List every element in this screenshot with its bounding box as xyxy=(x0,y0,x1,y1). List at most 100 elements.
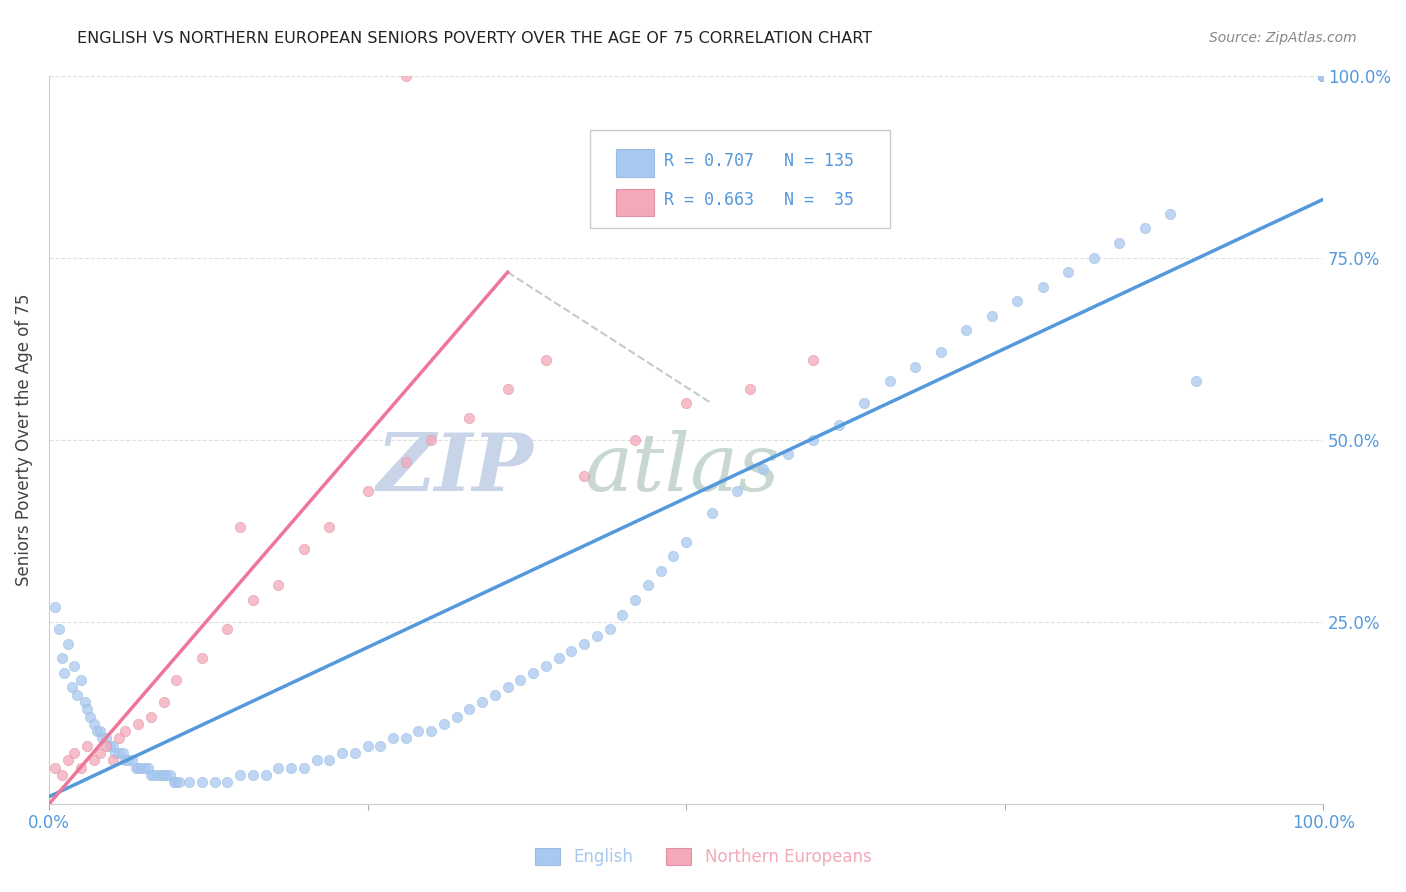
Point xyxy=(104,746,127,760)
Point xyxy=(69,673,91,687)
Point xyxy=(217,622,239,636)
Point xyxy=(111,746,134,760)
Point xyxy=(1312,69,1334,83)
Point xyxy=(1312,69,1334,83)
Point xyxy=(1312,69,1334,83)
Point xyxy=(471,695,494,709)
Point xyxy=(86,724,108,739)
Point xyxy=(458,702,481,716)
Point xyxy=(48,622,70,636)
Point xyxy=(1312,69,1334,83)
Point xyxy=(1108,235,1130,250)
Point xyxy=(1184,375,1206,389)
Point xyxy=(267,760,290,774)
Point xyxy=(1133,221,1156,235)
Point xyxy=(305,753,328,767)
Point xyxy=(44,760,66,774)
Point xyxy=(547,651,569,665)
Point xyxy=(179,775,201,789)
Point xyxy=(229,520,252,534)
Point xyxy=(1312,69,1334,83)
Point xyxy=(980,309,1002,323)
Point xyxy=(101,753,124,767)
Point xyxy=(803,433,825,447)
Point xyxy=(129,760,152,774)
Point xyxy=(63,746,86,760)
Point xyxy=(1312,69,1334,83)
Point xyxy=(152,768,174,782)
Point xyxy=(828,418,851,433)
Point xyxy=(254,768,277,782)
Point xyxy=(163,775,186,789)
Point xyxy=(114,724,136,739)
Point xyxy=(700,506,723,520)
Point xyxy=(44,600,66,615)
Point xyxy=(108,746,131,760)
Point xyxy=(292,541,315,556)
Text: ENGLISH VS NORTHERN EUROPEAN SENIORS POVERTY OVER THE AGE OF 75 CORRELATION CHAR: ENGLISH VS NORTHERN EUROPEAN SENIORS POV… xyxy=(77,31,873,46)
Point xyxy=(1312,69,1334,83)
Point xyxy=(803,352,825,367)
Point xyxy=(368,739,391,753)
Point xyxy=(150,768,173,782)
Point xyxy=(1312,69,1334,83)
Point xyxy=(1312,69,1334,83)
Point xyxy=(139,709,162,723)
Point xyxy=(98,739,121,753)
Point xyxy=(69,760,91,774)
Point xyxy=(1312,69,1334,83)
Point xyxy=(121,753,143,767)
Point xyxy=(229,768,252,782)
Point xyxy=(1312,69,1334,83)
Point xyxy=(76,702,98,716)
Point xyxy=(1312,69,1334,83)
Point xyxy=(51,651,73,665)
Point xyxy=(356,483,378,498)
Point xyxy=(101,739,124,753)
Text: Source: ZipAtlas.com: Source: ZipAtlas.com xyxy=(1209,31,1357,45)
FancyBboxPatch shape xyxy=(616,149,654,177)
Point xyxy=(152,695,174,709)
Point xyxy=(60,681,83,695)
Point xyxy=(1312,69,1334,83)
Point xyxy=(1312,69,1334,83)
Point xyxy=(408,724,430,739)
Point xyxy=(420,724,443,739)
Point xyxy=(167,775,190,789)
Point xyxy=(1032,279,1054,293)
Point xyxy=(395,731,418,746)
Text: atlas: atlas xyxy=(583,430,779,508)
Point xyxy=(534,352,557,367)
Point xyxy=(879,375,901,389)
Point xyxy=(599,622,621,636)
Point xyxy=(51,768,73,782)
Point xyxy=(91,731,114,746)
Point xyxy=(675,396,697,410)
Point xyxy=(1312,69,1334,83)
Point xyxy=(904,359,927,374)
Point xyxy=(191,775,214,789)
Point xyxy=(586,629,609,643)
Point xyxy=(650,564,672,578)
Point xyxy=(751,462,773,476)
Point xyxy=(624,593,647,607)
Point xyxy=(127,716,149,731)
Point xyxy=(1312,69,1334,83)
Point xyxy=(142,768,165,782)
Point xyxy=(146,768,169,782)
FancyBboxPatch shape xyxy=(591,130,890,228)
Point xyxy=(318,520,340,534)
Point xyxy=(83,753,105,767)
Point xyxy=(79,709,101,723)
Point xyxy=(1312,69,1334,83)
Point xyxy=(1312,69,1334,83)
Point xyxy=(1312,69,1334,83)
Point xyxy=(96,731,118,746)
Point xyxy=(572,637,595,651)
Point xyxy=(572,469,595,483)
Point xyxy=(124,760,146,774)
Point xyxy=(1007,294,1029,309)
Point xyxy=(96,739,118,753)
Point xyxy=(330,746,353,760)
Point xyxy=(853,396,876,410)
